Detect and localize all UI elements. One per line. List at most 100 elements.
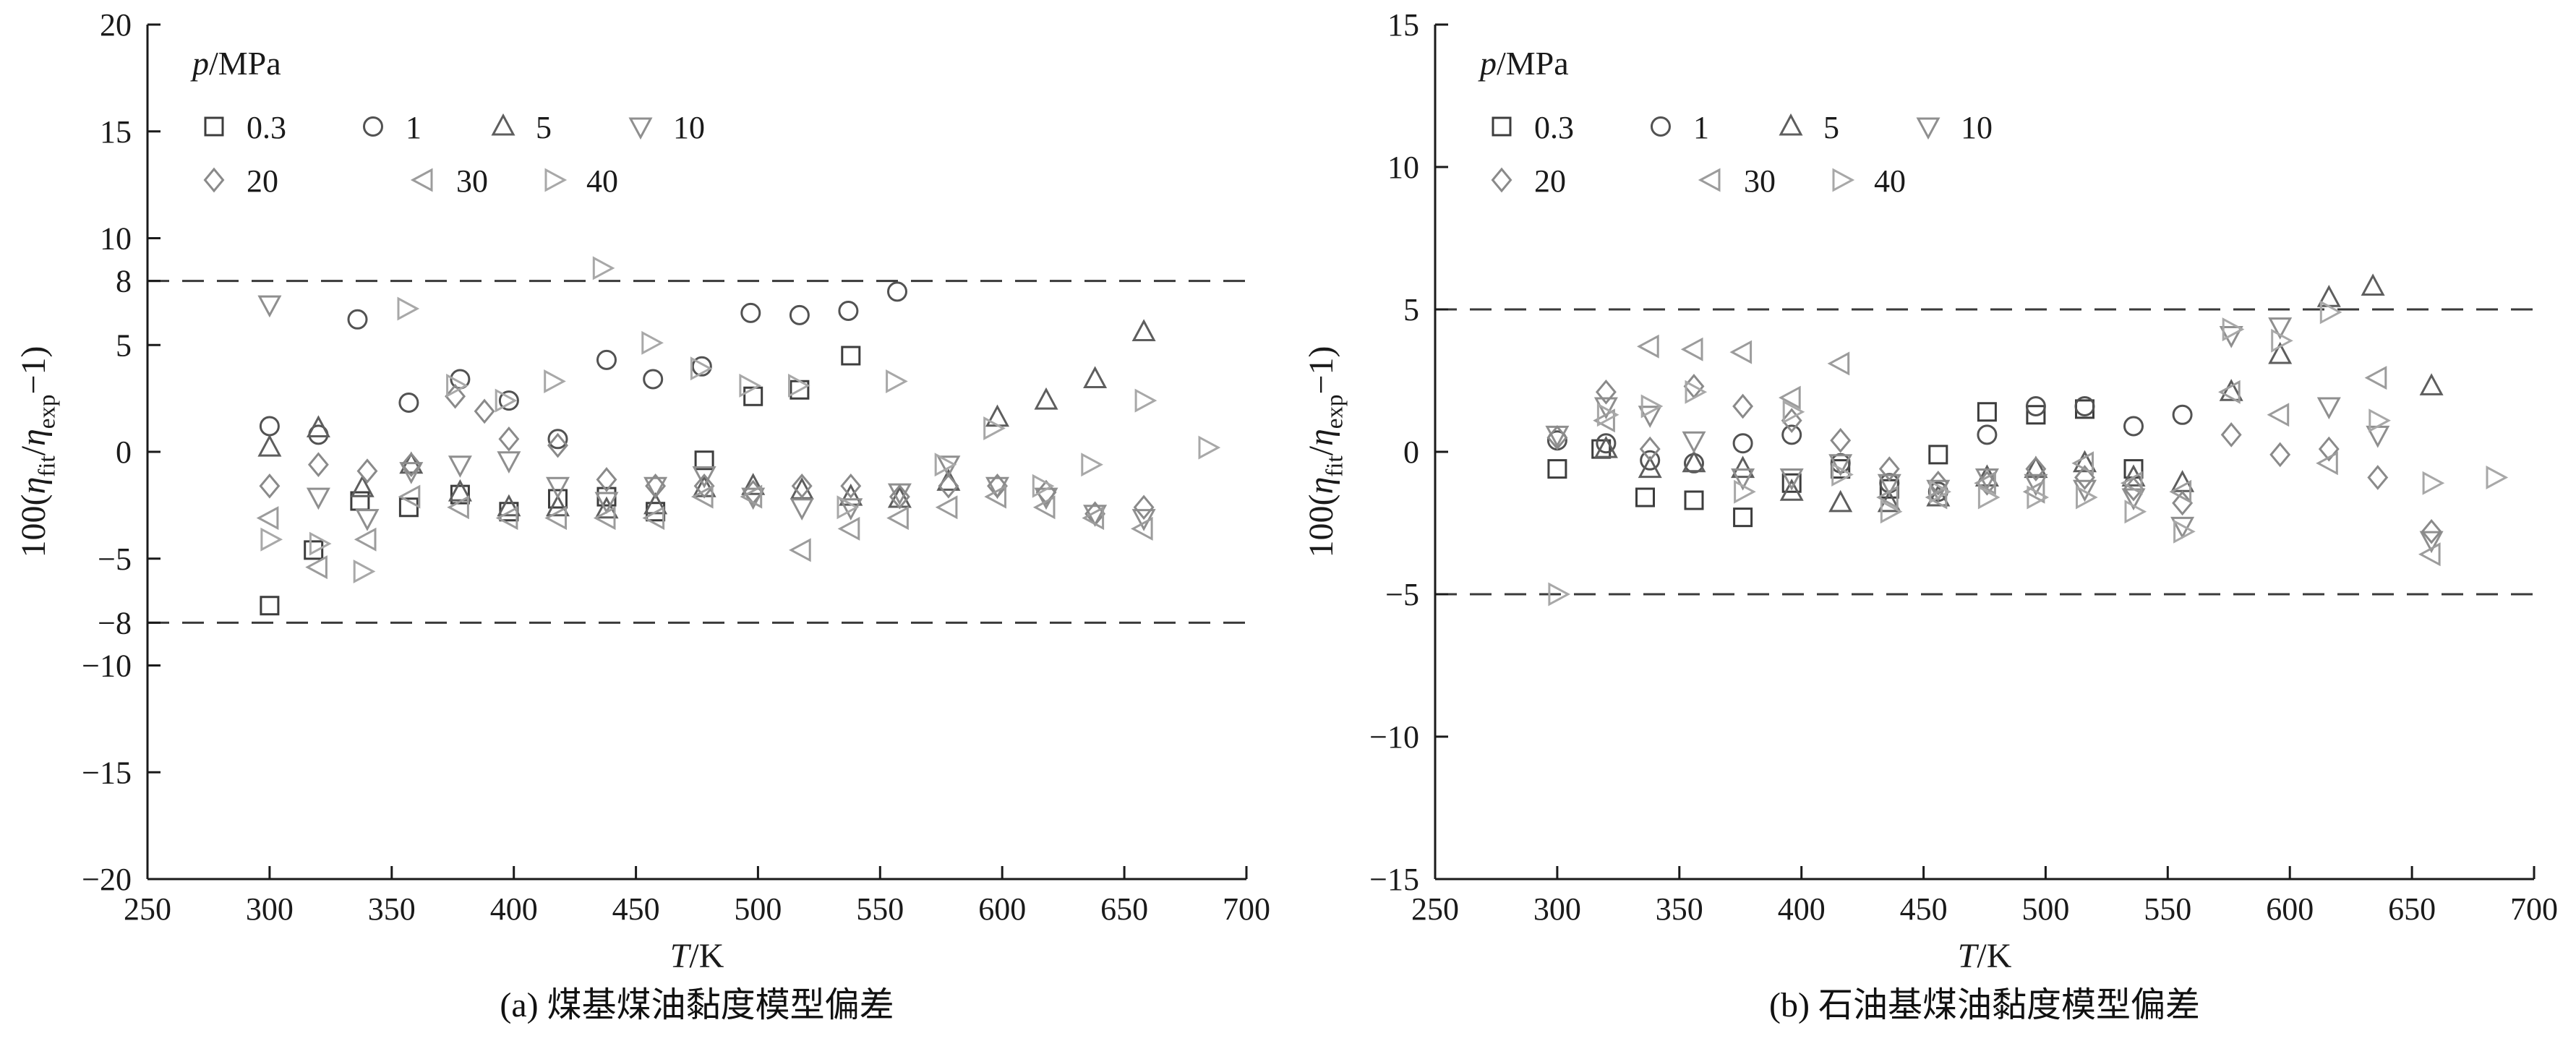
data-point: [838, 301, 859, 321]
data-point: [257, 295, 282, 318]
triangle-right-icon: [1832, 168, 1855, 192]
data-point: [307, 452, 329, 478]
series-0.3: [260, 346, 861, 616]
data-point: [1977, 402, 1997, 422]
data-point: [1131, 319, 1156, 341]
data-point: [1134, 388, 1158, 413]
x-tick-label: 450: [1900, 891, 1948, 927]
data-point: [790, 498, 814, 520]
y-tick-label: 20: [100, 7, 132, 43]
legend-label: 1: [406, 110, 422, 145]
data-point: [1781, 473, 1802, 493]
data-point: [398, 497, 419, 518]
data-point: [1032, 495, 1056, 520]
x-axis-title: T/K: [670, 937, 724, 975]
data-point: [448, 455, 472, 478]
data-point: [474, 398, 495, 424]
data-point: [1880, 500, 1903, 524]
data-point: [2316, 451, 2338, 476]
data-point: [1638, 406, 1662, 428]
data-point: [2172, 404, 2193, 425]
data-point: [545, 494, 570, 517]
x-tick-label: 400: [1778, 891, 1826, 927]
data-point: [2120, 471, 2143, 495]
x-tick-label: 650: [1100, 891, 1148, 927]
data-point: [447, 495, 469, 520]
data-point: [789, 304, 810, 325]
data-point: [740, 484, 763, 509]
data-point: [1680, 337, 1703, 361]
legend-entry-30: 30: [1698, 163, 1776, 199]
data-point: [544, 506, 567, 531]
data-point: [547, 429, 568, 450]
triangle-left-icon: [1698, 168, 1721, 192]
data-point: [2025, 396, 2046, 416]
data-point: [1926, 479, 1951, 502]
data-point: [1927, 470, 1949, 496]
data-point: [2169, 479, 2192, 504]
data-point: [596, 467, 617, 492]
data-point: [1734, 479, 1756, 504]
data-point: [1133, 494, 1155, 520]
data-point: [642, 506, 665, 531]
data-point: [592, 256, 615, 280]
data-point: [1637, 334, 1659, 359]
caption-b: (b) 石油基煤油黏度模型偏差: [1769, 986, 2200, 1024]
data-point: [2364, 366, 2387, 390]
y-axis-title: 100(ηfit/ηexp−1): [14, 346, 60, 558]
data-point: [2271, 328, 2293, 353]
x-tick-label: 400: [490, 891, 538, 927]
data-point: [309, 531, 332, 556]
y-tick-label: −8: [98, 605, 132, 641]
data-point: [935, 495, 958, 520]
x-axis-title: T/K: [1958, 937, 2012, 975]
x-tick-label: 300: [1533, 891, 1581, 927]
data-point: [2076, 485, 2098, 510]
axis-titles: T/K 100(ηfit/ηexp−1): [14, 346, 724, 976]
data-point: [2319, 300, 2342, 325]
data-point: [641, 330, 664, 355]
data-point: [495, 506, 518, 531]
data-point: [1878, 456, 1900, 481]
data-point: [2421, 518, 2442, 544]
data-point: [2267, 403, 2290, 427]
data-point: [1827, 351, 1850, 376]
data-point: [2418, 542, 2441, 567]
axes: [1434, 25, 2534, 881]
y-tick-label: 10: [1387, 150, 1419, 185]
data-point: [497, 494, 521, 517]
data-point: [987, 473, 1008, 499]
legend-title: p/MPa: [190, 45, 281, 82]
x-axis-ticks: 250 300 350 400 450 500 550 600 650 700: [1411, 866, 2558, 927]
y-axis-ticks: −20 −15 −10 −8 −5 0 5 8 10 15 20: [82, 7, 161, 897]
data-point: [1733, 507, 1753, 528]
x-tick-label: 250: [1411, 891, 1459, 927]
series-5: [257, 319, 1156, 519]
x-axis-ticks: 250 300 350 400 450 500 550 600 650 700: [124, 866, 1270, 927]
series-10: [1545, 317, 2444, 554]
data-point: [354, 527, 377, 552]
x-tick-label: 450: [612, 891, 660, 927]
series-30: [1593, 334, 2441, 567]
series-20: [1546, 374, 2442, 544]
y-tick-label: −10: [1369, 719, 1419, 755]
data-point: [643, 369, 664, 390]
legend-entry-0.3: 0.3: [204, 110, 286, 145]
data-point: [788, 373, 810, 398]
data-point: [2022, 479, 2045, 504]
data-point: [739, 373, 762, 398]
series-1: [259, 281, 908, 450]
data-point: [445, 383, 466, 409]
data-point: [2218, 380, 2241, 404]
data-point: [693, 473, 715, 499]
data-point: [2318, 436, 2340, 462]
data-point: [836, 495, 860, 520]
data-point: [1593, 435, 1618, 458]
data-point: [2172, 490, 2194, 516]
y-tick-label: −20: [82, 862, 132, 897]
data-point: [886, 369, 908, 394]
data-point: [889, 484, 910, 510]
x-tick-label: 650: [2388, 891, 2436, 927]
data-point: [1828, 489, 1853, 513]
data-point: [353, 559, 376, 584]
